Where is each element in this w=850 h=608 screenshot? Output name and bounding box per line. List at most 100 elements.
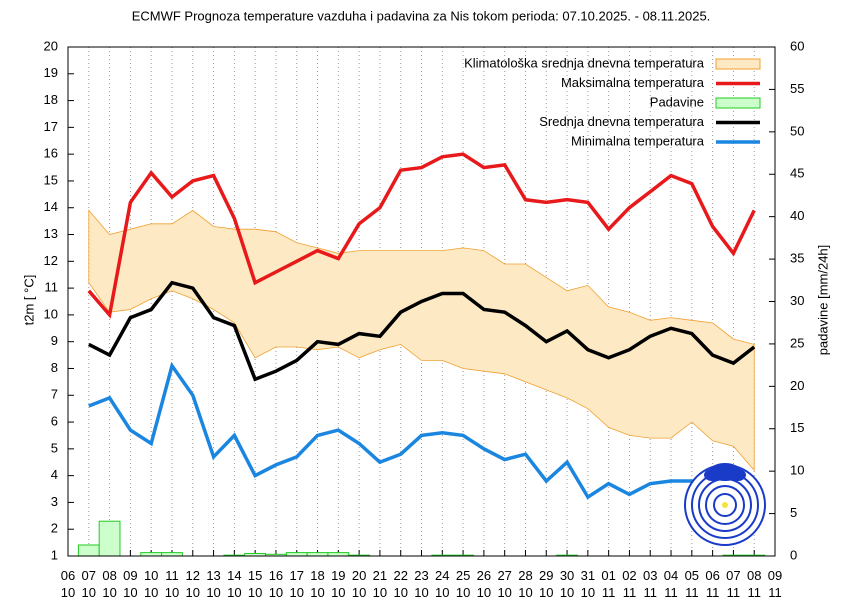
y-tick-label: 13 (44, 226, 58, 241)
x-tick-month: 10 (435, 585, 449, 600)
x-tick-label: 28 10 (518, 568, 532, 600)
x-tick-month: 10 (248, 585, 262, 600)
legend: Klimatološka srednja dnevna temperatura M… (464, 55, 761, 148)
x-tick-month: 10 (352, 585, 366, 600)
x-tick-month: 10 (61, 585, 75, 600)
y2-tick-label: 15 (790, 420, 804, 435)
x-tick-label: 13 10 (206, 568, 220, 600)
x-tick-label: 03 11 (643, 568, 657, 600)
x-tick-label: 06 11 (705, 568, 719, 600)
x-tick-month: 10 (477, 585, 491, 600)
y2-tick-label: 35 (790, 251, 804, 266)
x-tick-day: 09 (768, 568, 782, 583)
x-tick-label: 02 11 (622, 568, 636, 600)
x-tick-day: 19 (331, 568, 345, 583)
x-tick-label: 17 10 (290, 568, 304, 600)
y-tick-label: 9 (51, 333, 58, 348)
x-tick-month: 10 (393, 585, 407, 600)
x-tick-month: 10 (186, 585, 200, 600)
x-tick-label: 12 10 (186, 568, 200, 600)
x-tick-day: 31 (581, 568, 595, 583)
precip-bar (285, 552, 308, 557)
x-tick-day: 04 (664, 568, 678, 583)
x-tick-day: 16 (269, 568, 283, 583)
x-tick-day: 29 (539, 568, 553, 583)
y-tick-label: 17 (44, 119, 58, 134)
x-tick-day: 01 (601, 568, 615, 583)
x-tick-month: 10 (331, 585, 345, 600)
x-tick-day: 13 (206, 568, 220, 583)
x-tick-day: 08 (747, 568, 761, 583)
x-tick-month: 10 (102, 585, 116, 600)
y2-tick-label: 0 (790, 547, 797, 562)
y2-tick-label: 5 (790, 505, 797, 520)
x-tick-day: 30 (560, 568, 574, 583)
x-tick-label: 07 10 (82, 568, 96, 600)
x-tick-month: 11 (602, 585, 616, 600)
x-tick-label: 07 11 (726, 568, 740, 600)
x-tick-day: 24 (435, 568, 449, 583)
x-tick-label: 26 10 (477, 568, 491, 600)
x-tick-label: 09 10 (123, 568, 137, 600)
precip-bar (140, 552, 163, 557)
x-tick-label: 04 11 (664, 568, 678, 600)
y-tick-label: 6 (51, 413, 58, 428)
x-tick-day: 07 (726, 568, 740, 583)
x-tick-day: 11 (165, 568, 179, 583)
x-tick-label: 16 10 (269, 568, 283, 600)
x-tick-month: 11 (706, 585, 720, 600)
x-tick-label: 21 10 (373, 568, 387, 600)
x-tick-label: 10 10 (144, 568, 158, 600)
y2-tick-label: 60 (790, 38, 804, 53)
series-line (87, 152, 756, 319)
y-tick-label: 2 (51, 521, 58, 536)
y-tick-label: 8 (51, 360, 58, 375)
x-tick-month: 11 (664, 585, 678, 600)
x-tick-day: 27 (497, 568, 511, 583)
x-tick-label: 15 10 (248, 568, 262, 600)
x-tick-month: 10 (269, 585, 283, 600)
x-tick-label: 23 10 (414, 568, 428, 600)
precip-bar (327, 552, 350, 557)
x-tick-month: 10 (560, 585, 574, 600)
legend-label: Maksimalna temperatura (561, 75, 705, 90)
x-tick-label: 30 10 (560, 568, 574, 600)
x-tick-month: 10 (497, 585, 511, 600)
x-tick-label: 18 10 (310, 568, 324, 600)
x-tick-day: 06 (705, 568, 719, 583)
x-tick-label: 24 10 (435, 568, 449, 600)
climate-band (88, 209, 755, 472)
x-tick-month: 11 (768, 585, 782, 600)
y2-tick-label: 40 (790, 208, 804, 223)
x-tick-day: 21 (373, 568, 387, 583)
y2-tick-label: 50 (790, 123, 804, 138)
y-tick-label: 4 (51, 467, 58, 482)
legend-label: Srednja dnevna temperatura (539, 114, 705, 129)
x-tick-month: 10 (206, 585, 220, 600)
y-tick-label: 20 (44, 38, 58, 53)
y2-tick-label: 25 (790, 335, 804, 350)
x-tick-month: 11 (685, 585, 699, 600)
x-tick-label: 06 10 (61, 568, 75, 600)
legend-swatch (715, 58, 761, 70)
series-line (88, 361, 755, 500)
x-tick-day: 05 (685, 568, 699, 583)
x-tick-label: 31 10 (581, 568, 595, 600)
x-tick-label: 29 10 (539, 568, 553, 600)
x-tick-label: 20 10 (352, 568, 366, 600)
x-tick-day: 07 (82, 568, 96, 583)
x-tick-day: 02 (622, 568, 636, 583)
x-tick-day: 22 (393, 568, 407, 583)
x-tick-month: 10 (456, 585, 470, 600)
x-tick-month: 10 (123, 585, 137, 600)
x-tick-label: 19 10 (331, 568, 345, 600)
x-tick-month: 10 (290, 585, 304, 600)
x-tick-month: 10 (581, 585, 595, 600)
x-tick-day: 09 (123, 568, 137, 583)
y-tick-label: 19 (44, 65, 58, 80)
x-tick-day: 14 (227, 568, 241, 583)
y-tick-label: 15 (44, 172, 58, 187)
precip-bar (161, 552, 183, 557)
series-line (87, 280, 756, 382)
